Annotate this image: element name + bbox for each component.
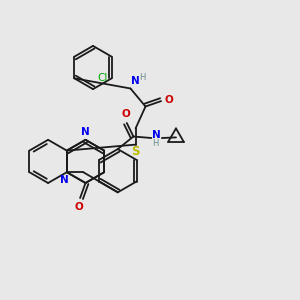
Text: S: S [131, 145, 140, 158]
Text: H: H [152, 139, 158, 148]
Text: H: H [140, 73, 146, 82]
Text: N: N [131, 76, 140, 86]
Text: N: N [81, 127, 90, 137]
Text: N: N [60, 175, 69, 184]
Text: O: O [122, 110, 130, 119]
Text: O: O [165, 94, 174, 105]
Text: O: O [74, 202, 83, 212]
Text: Cl: Cl [98, 73, 108, 83]
Text: N: N [152, 130, 161, 140]
